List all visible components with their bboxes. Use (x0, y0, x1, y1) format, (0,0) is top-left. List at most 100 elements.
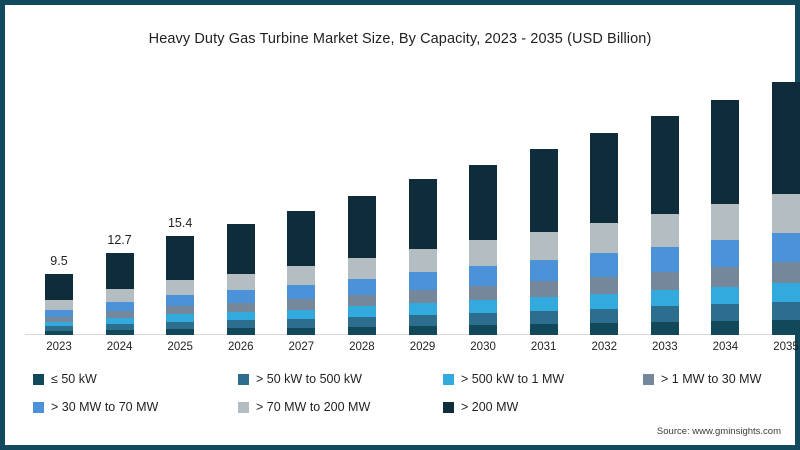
bar-segment (650, 246, 679, 272)
x-tick-2023: 2023 (46, 341, 72, 353)
chart-legend: ≤ 50 kW > 50 kW to 500 kW > 500 kW to 1 MW… (33, 372, 773, 428)
bar-segment (590, 293, 619, 309)
bar-segment (590, 276, 619, 294)
x-tick-2031: 2031 (530, 341, 557, 353)
bar-segment (529, 281, 558, 297)
stacked-bar[interactable] (650, 116, 679, 335)
legend-swatch-icon (238, 373, 249, 385)
stacked-bar[interactable] (469, 164, 498, 335)
bar-segment (408, 271, 437, 290)
bar-segment (45, 273, 73, 301)
bar-segment (287, 327, 316, 335)
bar-segment (347, 326, 376, 335)
bar-segment (166, 328, 195, 335)
bar-segment (347, 278, 376, 295)
bar-segment (347, 316, 376, 327)
legend-item[interactable]: ≤ 50 kW (33, 372, 97, 386)
bar-segment (287, 309, 316, 319)
bar-segment (590, 308, 619, 323)
bar-segment (166, 314, 195, 322)
bar-segment (772, 194, 800, 233)
bar-segment (166, 306, 195, 315)
bar-segment (287, 318, 316, 328)
legend-swatch-icon (238, 401, 249, 413)
stacked-bar[interactable] (226, 224, 255, 335)
bar-segment (105, 317, 134, 324)
bar-segment (650, 213, 679, 247)
bar-segment (529, 259, 558, 282)
bar-segment (650, 322, 679, 335)
stacked-bar[interactable] (287, 210, 316, 335)
bar-segment (45, 321, 73, 327)
bar-segment (408, 314, 437, 326)
bar-segment (347, 257, 376, 279)
bar-segment (226, 224, 255, 274)
legend-label: > 1 MW to 30 MW (661, 372, 762, 386)
bar-segment (469, 164, 498, 241)
x-tick-2024: 2024 (106, 341, 133, 353)
bar-segment (529, 310, 558, 324)
bar-segment (469, 265, 498, 286)
bar-segment (711, 321, 740, 335)
bar-segment (529, 323, 558, 335)
legend-swatch-icon (33, 401, 44, 413)
bar-segment (529, 296, 558, 311)
x-tick-2029: 2029 (409, 341, 436, 353)
bar-segment (347, 306, 376, 317)
bar-segment (105, 289, 134, 302)
bar-value-label: 12.7 (107, 233, 132, 248)
x-axis-line (25, 334, 780, 335)
x-tick-2026: 2026 (227, 341, 254, 353)
bar-segment (590, 222, 619, 254)
legend-item[interactable]: > 500 kW to 1 MW (443, 372, 564, 386)
bar-segment (772, 81, 800, 195)
stacked-bar[interactable] (105, 253, 134, 335)
bar-segment (347, 294, 376, 307)
stacked-bar[interactable] (772, 81, 800, 335)
bar-segment (711, 99, 740, 205)
bar-segment (529, 149, 558, 232)
x-tick-2033: 2033 (652, 341, 678, 353)
legend-swatch-icon (643, 373, 654, 385)
legend-item[interactable]: > 30 MW to 70 MW (33, 400, 158, 414)
stacked-bar[interactable] (711, 99, 740, 335)
source-attribution: Source: www.gminsights.com (656, 426, 781, 437)
bar-segment (226, 320, 255, 329)
bar-segment (408, 248, 437, 272)
legend-label: > 70 MW to 200 MW (256, 400, 371, 414)
stacked-bar[interactable] (408, 179, 437, 335)
stacked-bar[interactable] (529, 149, 558, 335)
x-tick-2035: 2035 (773, 341, 799, 353)
bar-segment (226, 290, 255, 304)
bar-segment (105, 329, 134, 335)
x-tick-2034: 2034 (712, 341, 739, 353)
bar-segment (590, 133, 619, 223)
bar-segment (166, 321, 195, 329)
legend-label: ≤ 50 kW (51, 372, 97, 386)
stacked-bar[interactable] (45, 273, 73, 335)
stacked-bar[interactable] (590, 133, 619, 335)
bar-segment (772, 283, 800, 302)
bar-segment (408, 302, 437, 315)
bar-segment (711, 286, 740, 305)
bar-segment (287, 210, 316, 267)
bar-segment (226, 303, 255, 313)
bar-segment (105, 301, 134, 312)
bar-segment (469, 312, 498, 325)
bar-segment (287, 284, 316, 300)
legend-item[interactable]: > 50 kW to 500 kW (238, 372, 362, 386)
bar-segment (711, 239, 740, 268)
page-title: Heavy Duty Gas Turbine Market Size, By C… (148, 31, 652, 47)
chart-canvas: Heavy Duty Gas Turbine Market Size, By C… (5, 5, 800, 445)
bar-segment (650, 116, 679, 214)
legend-item[interactable]: > 70 MW to 200 MW (238, 400, 370, 414)
bar-segment (226, 312, 255, 321)
legend-item[interactable]: > 200 MW (443, 400, 518, 414)
bar-segment (469, 240, 498, 266)
bar-segment (469, 324, 498, 335)
bar-segment (45, 316, 73, 322)
stacked-bar[interactable] (347, 196, 376, 335)
bar-segment (226, 273, 255, 291)
legend-item[interactable]: > 1 MW to 30 MW (643, 372, 761, 386)
stacked-bar[interactable] (166, 236, 195, 335)
